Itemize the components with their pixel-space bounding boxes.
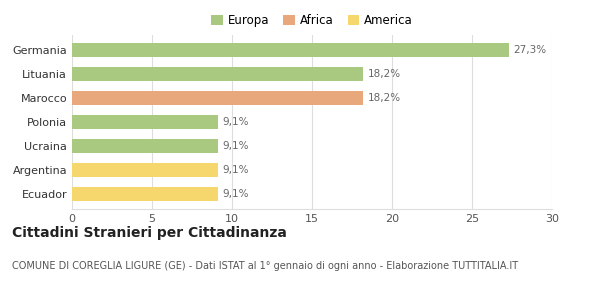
Text: Cittadini Stranieri per Cittadinanza: Cittadini Stranieri per Cittadinanza	[12, 226, 287, 240]
Bar	[72, 162, 218, 177]
Bar	[72, 186, 218, 201]
Text: COMUNE DI COREGLIA LIGURE (GE) - Dati ISTAT al 1° gennaio di ogni anno - Elabora: COMUNE DI COREGLIA LIGURE (GE) - Dati IS…	[12, 261, 518, 271]
Text: 18,2%: 18,2%	[368, 69, 401, 79]
Text: 9,1%: 9,1%	[223, 189, 249, 199]
Bar	[72, 43, 509, 57]
Bar	[72, 67, 363, 81]
Legend: Europa, Africa, America: Europa, Africa, America	[206, 9, 418, 32]
Text: 18,2%: 18,2%	[368, 93, 401, 103]
Text: 9,1%: 9,1%	[223, 141, 249, 151]
Text: 9,1%: 9,1%	[223, 165, 249, 175]
Bar	[72, 91, 363, 105]
Text: 9,1%: 9,1%	[223, 117, 249, 127]
Text: 27,3%: 27,3%	[514, 45, 547, 55]
Bar	[72, 139, 218, 153]
Bar	[72, 115, 218, 129]
